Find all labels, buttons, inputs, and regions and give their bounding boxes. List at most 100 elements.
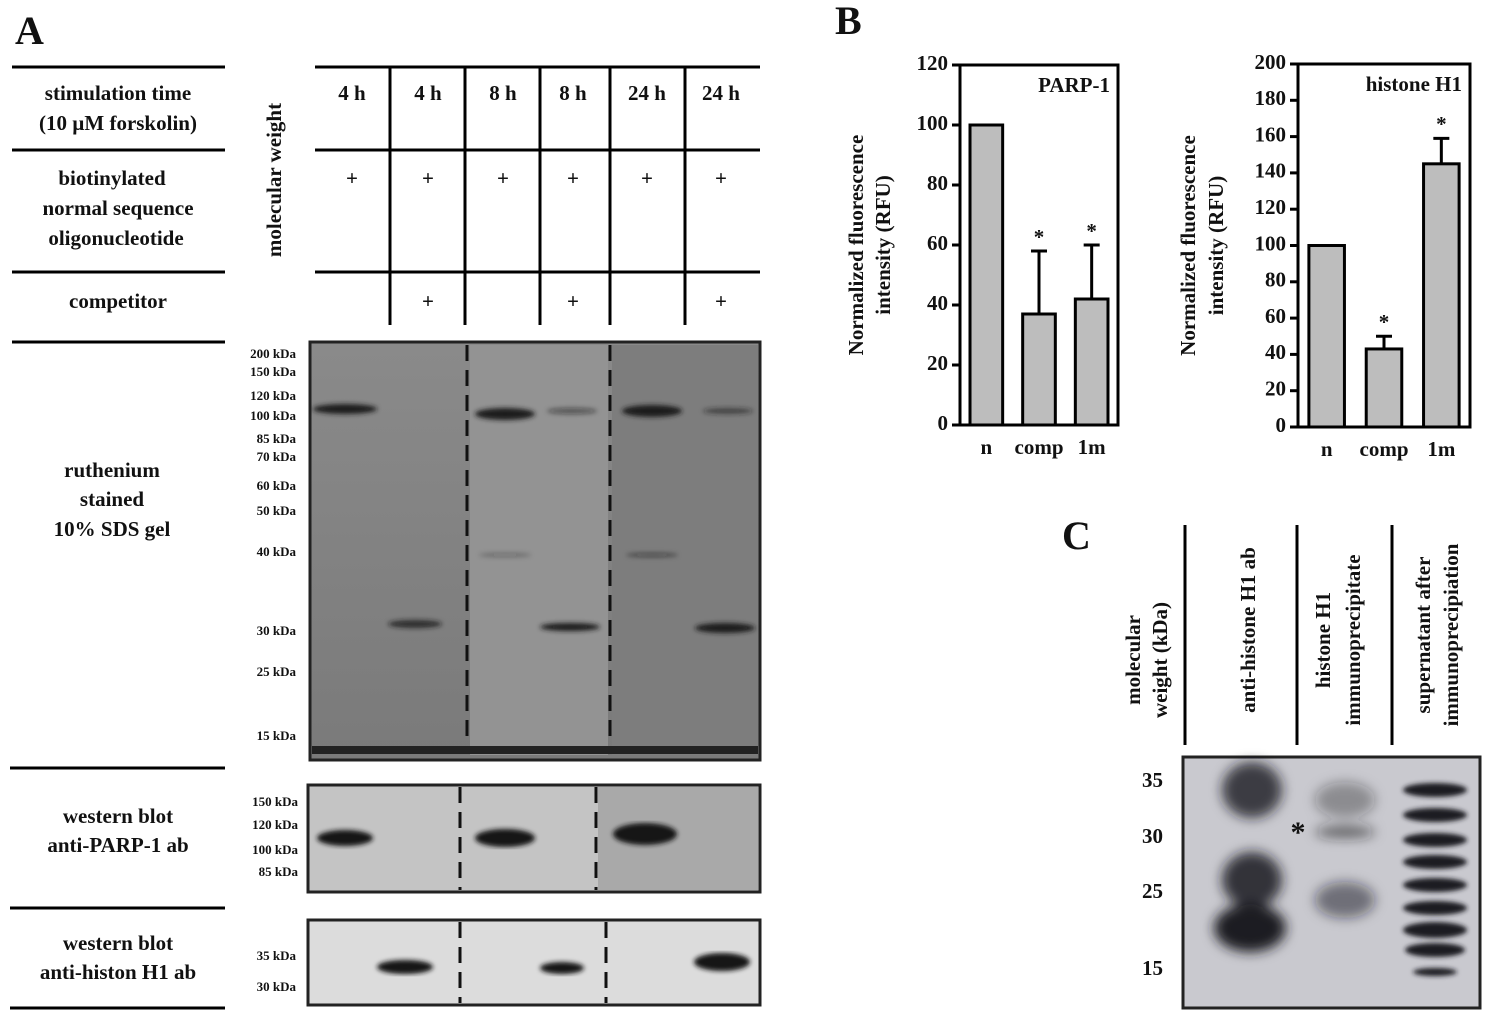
lane-header: 8 h	[489, 81, 517, 105]
plus: +	[715, 289, 727, 313]
panel-label: A	[15, 8, 44, 53]
y-tick-label: 120	[917, 51, 949, 75]
marker-label: 150 kDa	[250, 364, 296, 379]
chart-title: PARP-1	[1038, 73, 1110, 97]
lane-header: 8 h	[559, 81, 587, 105]
x-tick-label: comp	[1015, 435, 1064, 459]
plus: +	[346, 166, 358, 190]
row-label: western blot	[63, 804, 173, 828]
y-axis-label: intensity (RFU)	[871, 175, 895, 314]
sds-gel	[308, 340, 762, 762]
y-tick-label: 100	[1255, 231, 1287, 255]
significance: *	[1086, 219, 1097, 243]
y-tick-label: 140	[1255, 159, 1287, 183]
marker-label: 120 kDa	[252, 817, 298, 832]
marker-label: 15 kDa	[257, 728, 297, 743]
marker-label: 85 kDa	[259, 864, 299, 879]
lane-header: 24 h	[702, 81, 740, 105]
c-header: immunoprecipiation	[1439, 543, 1463, 726]
c-blot	[1181, 755, 1482, 1010]
y-axis-label: Normalized fluorescence	[844, 135, 868, 356]
c-header: supernatant after	[1411, 557, 1435, 714]
bar	[1307, 244, 1346, 429]
asterisk: *	[1291, 816, 1306, 849]
row-label: normal sequence	[42, 196, 193, 220]
bar	[1073, 297, 1110, 427]
error-bar	[1083, 243, 1100, 299]
marker-label: 30 kDa	[257, 623, 297, 638]
bar	[968, 123, 1005, 427]
row-label: (10 µM forskolin)	[39, 111, 197, 135]
marker-label: 85 kDa	[257, 431, 297, 446]
x-tick-label: 1m	[1078, 435, 1107, 459]
marker-label: 15	[1142, 956, 1163, 980]
marker-label: 120 kDa	[250, 388, 296, 403]
y-tick-label: 40	[1265, 340, 1286, 364]
wb-h1	[306, 918, 762, 1007]
row-label: stained	[80, 487, 145, 511]
significance: *	[1034, 225, 1045, 249]
mw-header: molecular weight	[262, 103, 286, 257]
marker-label: 60 kDa	[257, 478, 297, 493]
plus: +	[641, 166, 653, 190]
marker-label: 50 kDa	[257, 503, 297, 518]
y-tick-label: 20	[1265, 377, 1286, 401]
row-label: anti-PARP-1 ab	[47, 833, 188, 857]
error-bar	[1376, 334, 1392, 349]
plus: +	[497, 166, 509, 190]
row-label: competitor	[69, 289, 167, 313]
marker-label: 35	[1142, 768, 1163, 792]
c-header: immunoprecipitate	[1341, 554, 1365, 725]
c-header: weight (kDa)	[1148, 602, 1172, 718]
bar	[1021, 312, 1057, 427]
plot-frame	[958, 63, 1120, 427]
plus: +	[422, 289, 434, 313]
y-tick-label: 180	[1255, 86, 1287, 110]
marker-label: 30	[1142, 824, 1163, 848]
y-tick-label: 60	[927, 231, 948, 255]
y-axis-label: intensity (RFU)	[1204, 176, 1228, 315]
y-tick-label: 200	[1255, 50, 1287, 74]
row-label: ruthenium	[64, 458, 160, 482]
plus: +	[567, 289, 579, 313]
y-axis-label: Normalized fluorescence	[1176, 135, 1200, 356]
error-bar	[1433, 136, 1450, 164]
y-tick-label: 120	[1255, 195, 1287, 219]
error-bar	[1031, 249, 1047, 314]
marker-label: 70 kDa	[257, 449, 297, 464]
marker-label: 100 kDa	[250, 408, 296, 423]
row-label: oligonucleotide	[48, 226, 183, 250]
x-tick-label: comp	[1360, 437, 1409, 461]
x-tick-label: n	[980, 435, 992, 459]
c-header: anti-histone H1 ab	[1236, 547, 1260, 713]
c-header: molecular	[1121, 615, 1145, 705]
marker-label: 40 kDa	[257, 544, 297, 559]
y-tick-label: 40	[927, 291, 948, 315]
panel-label: C	[1062, 513, 1091, 558]
plus: +	[715, 166, 727, 190]
plus: +	[422, 166, 434, 190]
row-label: biotinylated	[58, 166, 166, 190]
x-tick-label: n	[1321, 437, 1333, 461]
wb-parp	[306, 783, 762, 894]
y-tick-label: 100	[917, 111, 949, 135]
c-header: histone H1	[1311, 592, 1335, 688]
lane-header: 4 h	[414, 81, 442, 105]
marker-label: 200 kDa	[250, 346, 296, 361]
y-tick-label: 80	[1265, 268, 1286, 292]
y-tick-label: 160	[1255, 122, 1287, 146]
marker-label: 30 kDa	[257, 979, 297, 994]
chart-title: histone H1	[1366, 72, 1462, 96]
marker-label: 25	[1142, 879, 1163, 903]
y-tick-label: 80	[927, 171, 948, 195]
panel-label: B	[835, 0, 862, 43]
row-label: 10% SDS gel	[54, 517, 171, 541]
c-separators	[1183, 525, 1394, 745]
marker-label: 150 kDa	[252, 794, 298, 809]
bar	[1364, 347, 1404, 429]
significance: *	[1379, 310, 1390, 334]
bar	[1422, 162, 1461, 429]
plot-frame	[1296, 62, 1472, 429]
plus: +	[567, 166, 579, 190]
